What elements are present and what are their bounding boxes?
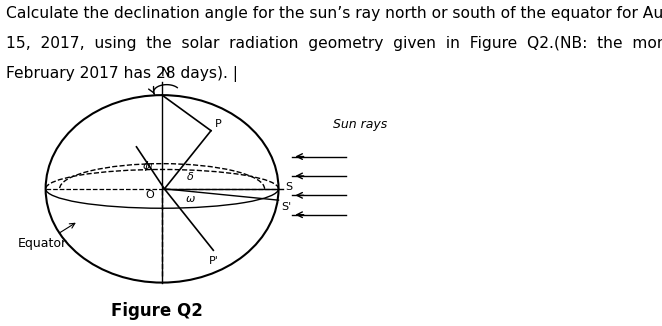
Text: February 2017 has 28 days). |: February 2017 has 28 days). |: [6, 66, 238, 82]
Text: 15,  2017,  using  the  solar  radiation  geometry  given  in  Figure  Q2.(NB:  : 15, 2017, using the solar radiation geom…: [6, 36, 662, 51]
Text: Equator: Equator: [17, 223, 75, 250]
Text: P: P: [214, 119, 222, 129]
Text: Sun rays: Sun rays: [333, 118, 387, 131]
Text: P': P': [209, 256, 218, 266]
Text: N: N: [161, 66, 171, 79]
Text: Figure Q2: Figure Q2: [111, 302, 203, 320]
Text: O: O: [146, 190, 154, 200]
Text: $\delta$: $\delta$: [186, 170, 194, 182]
Text: S': S': [281, 202, 291, 212]
Text: S: S: [285, 182, 293, 192]
Text: $\omega$: $\omega$: [185, 194, 196, 203]
Text: $\phi_L$: $\phi_L$: [142, 159, 155, 173]
Text: Calculate the declination angle for the sun’s ray north or south of the equator : Calculate the declination angle for the …: [6, 6, 662, 21]
